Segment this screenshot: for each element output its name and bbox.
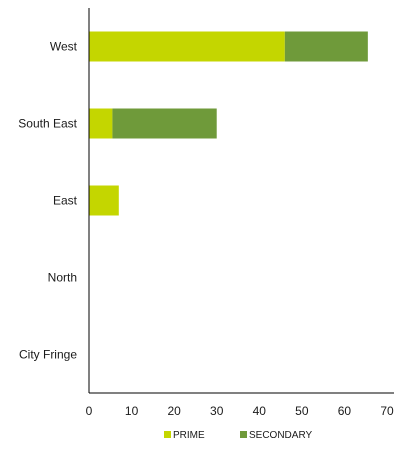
x-tick-label-40: 40 [253,404,267,418]
legend-swatch-prime [164,431,171,438]
x-tick-label-50: 50 [295,404,309,418]
x-tick-label-0: 0 [86,404,93,418]
legend: PRIME SECONDARY [164,430,312,441]
category-label-city-fringe: City Fringe [19,348,77,362]
category-label-west: West [50,40,78,54]
bar-south-east-secondary [112,108,217,139]
x-tick-label-60: 60 [338,404,352,418]
bar-south-east-prime [89,108,113,139]
bar-west-secondary [284,31,368,62]
legend-label-prime: PRIME [173,430,205,441]
bars-layer [89,31,368,216]
x-tick-label-10: 10 [125,404,139,418]
bar-west-prime [89,31,285,62]
x-tick-label-70: 70 [380,404,394,418]
category-label-north: North [48,271,77,285]
category-label-east: East [53,194,78,208]
labels-layer: West South East East North City Fringe 0 10 20 3… [18,40,394,419]
bar-east-prime [89,185,119,216]
axis-layer [88,8,394,394]
category-label-south-east: South East [18,117,77,131]
x-tick-label-20: 20 [167,404,181,418]
legend-label-secondary: SECONDARY [249,430,312,441]
x-tick-label-30: 30 [210,404,224,418]
legend-swatch-secondary [240,431,247,438]
